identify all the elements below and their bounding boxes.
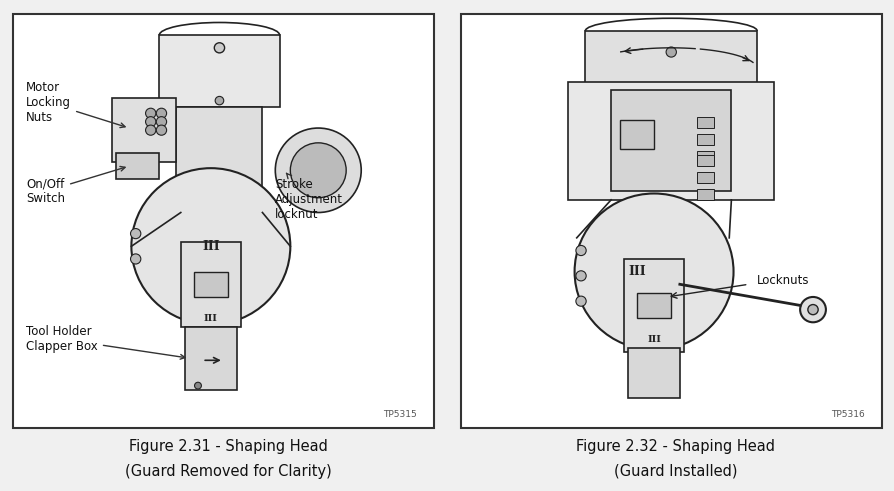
Circle shape bbox=[275, 128, 361, 213]
Circle shape bbox=[574, 193, 733, 350]
Circle shape bbox=[131, 254, 140, 264]
Circle shape bbox=[131, 168, 290, 325]
Text: (Guard Removed for Clarity): (Guard Removed for Clarity) bbox=[124, 464, 332, 479]
Text: Motor
Locking
Nuts: Motor Locking Nuts bbox=[26, 81, 125, 128]
FancyBboxPatch shape bbox=[181, 242, 240, 327]
Circle shape bbox=[214, 43, 224, 53]
Text: III: III bbox=[202, 240, 219, 253]
Circle shape bbox=[665, 47, 676, 57]
FancyBboxPatch shape bbox=[696, 135, 713, 145]
Circle shape bbox=[146, 108, 156, 118]
Text: Locknuts: Locknuts bbox=[756, 273, 809, 287]
Circle shape bbox=[807, 304, 817, 315]
FancyBboxPatch shape bbox=[696, 172, 713, 183]
FancyBboxPatch shape bbox=[568, 82, 773, 200]
Circle shape bbox=[146, 125, 156, 135]
Text: Figure 2.32 - Shaping Head: Figure 2.32 - Shaping Head bbox=[576, 439, 774, 454]
FancyBboxPatch shape bbox=[193, 272, 228, 297]
Circle shape bbox=[575, 246, 586, 256]
Text: III: III bbox=[646, 335, 661, 344]
FancyBboxPatch shape bbox=[637, 293, 670, 318]
Circle shape bbox=[131, 228, 140, 239]
FancyBboxPatch shape bbox=[585, 31, 756, 86]
Circle shape bbox=[156, 108, 166, 118]
Circle shape bbox=[194, 382, 201, 389]
Text: (Guard Installed): (Guard Installed) bbox=[613, 464, 737, 479]
Text: Tool Holder
Clapper Box: Tool Holder Clapper Box bbox=[26, 325, 185, 359]
Circle shape bbox=[575, 271, 586, 281]
FancyBboxPatch shape bbox=[116, 153, 159, 179]
Text: III: III bbox=[628, 265, 645, 278]
FancyBboxPatch shape bbox=[623, 259, 683, 352]
FancyBboxPatch shape bbox=[696, 151, 713, 162]
Circle shape bbox=[215, 96, 224, 105]
FancyBboxPatch shape bbox=[112, 99, 176, 162]
Circle shape bbox=[146, 117, 156, 127]
FancyBboxPatch shape bbox=[696, 156, 713, 166]
Text: On/Off
Switch: On/Off Switch bbox=[26, 166, 125, 205]
FancyBboxPatch shape bbox=[619, 120, 654, 149]
FancyBboxPatch shape bbox=[460, 14, 881, 428]
Circle shape bbox=[290, 143, 346, 198]
Circle shape bbox=[799, 297, 825, 322]
FancyBboxPatch shape bbox=[13, 14, 434, 428]
Text: TP5315: TP5315 bbox=[383, 410, 417, 419]
Text: TP5316: TP5316 bbox=[830, 410, 864, 419]
FancyBboxPatch shape bbox=[696, 117, 713, 128]
FancyBboxPatch shape bbox=[628, 348, 679, 398]
FancyBboxPatch shape bbox=[185, 327, 236, 390]
Circle shape bbox=[575, 296, 586, 306]
FancyBboxPatch shape bbox=[611, 90, 730, 191]
Text: Figure 2.31 - Shaping Head: Figure 2.31 - Shaping Head bbox=[129, 439, 327, 454]
FancyBboxPatch shape bbox=[696, 189, 713, 200]
Circle shape bbox=[156, 117, 166, 127]
FancyBboxPatch shape bbox=[159, 35, 279, 107]
Circle shape bbox=[156, 125, 166, 135]
Text: Stroke
Adjustment
locknut: Stroke Adjustment locknut bbox=[275, 173, 343, 221]
FancyBboxPatch shape bbox=[176, 107, 262, 213]
Text: III: III bbox=[204, 314, 217, 323]
